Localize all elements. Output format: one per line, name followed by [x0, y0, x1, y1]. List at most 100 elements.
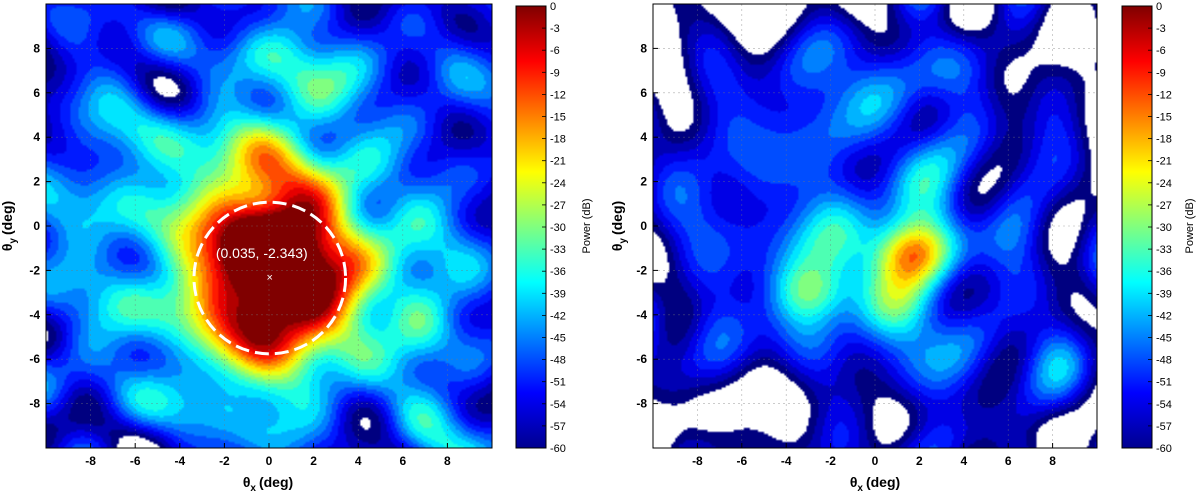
right-xtick-label: -6	[736, 454, 747, 468]
left-colorbar-tick-label: -3	[550, 23, 560, 35]
left-colorbar-tick-label: -60	[550, 443, 566, 455]
left-ylabel: θy(deg)	[0, 201, 19, 251]
right-ytick-label: 6	[640, 86, 647, 100]
right-xtick-label: 4	[960, 454, 967, 468]
left-ytick-label: 6	[33, 86, 40, 100]
right-colorbar-tick-label: -30	[1156, 222, 1172, 234]
left-xtick-label: -8	[85, 454, 96, 468]
right-ytick-label: 2	[640, 175, 647, 189]
right-ytick-label: -4	[636, 308, 647, 322]
right-colorbar-tick-label: -45	[1156, 333, 1172, 345]
left-panel: -8 -6 -4 -2 0 2 4 6 8 -8 -6 -4 -2 0 2 4 6 8 × (0.035, -2.…	[0, 1, 593, 494]
left-colorbar-tick-label: -57	[550, 421, 566, 433]
right-colorbar: 0 -3 -6 -9 -12 -15 -18 -21 -24 -27 -30 -33 -36 -39 -42…	[1121, 1, 1196, 455]
right-plot-frame	[652, 3, 1098, 449]
right-colorbar-tick-label: -54	[1156, 399, 1172, 411]
left-colorbar-ticks: 0 -3 -6 -9 -12 -15 -18 -21 -24 -27 -30 -33 -36 -39 -42…	[542, 1, 566, 455]
left-colorbar-tick-label: -54	[550, 399, 566, 411]
right-grid	[653, 4, 1097, 448]
left-colorbar-tick-label: -15	[550, 112, 566, 124]
left-colorbar-tick-label: -33	[550, 244, 566, 256]
left-colorbar-tick-label: -18	[550, 134, 566, 146]
right-colorbar-tick-label: -21	[1156, 156, 1172, 168]
left-ytick-label: -6	[29, 352, 40, 366]
left-colorbar-tick-label: -45	[550, 333, 566, 345]
right-colorbar-tick-label: -9	[1156, 67, 1166, 79]
right-xtick-label: 6	[1005, 454, 1012, 468]
right-colorbar-tick-label: -15	[1156, 112, 1172, 124]
left-colorbar-tick-label: -27	[550, 200, 566, 212]
right-colorbar-tick-label: 0	[1156, 1, 1162, 13]
left-xtick-label: -2	[219, 454, 230, 468]
left-ytick-label: 8	[33, 41, 40, 55]
peak-label: (0.035, -2.343)	[216, 245, 308, 261]
left-colorbar-tick-label: -12	[550, 89, 566, 101]
right-ytick-label: -6	[636, 352, 647, 366]
right-axis-ticks: -8 -6 -4 -2 0 2 4 6 8 -8 -6 -4 -2 0 2 4 6 8	[636, 41, 1056, 468]
left-grid	[46, 4, 492, 448]
left-xtick-label: 6	[399, 454, 406, 468]
right-ytick-label: 4	[640, 130, 647, 144]
right-panel: -8 -6 -4 -2 0 2 4 6 8 -8 -6 -4 -2 0 2 4 6 8 θx (deg) θy(de…	[609, 1, 1196, 494]
right-xtick-label: -2	[825, 454, 836, 468]
right-colorbar-tick-label: -3	[1156, 23, 1166, 35]
left-colorbar-tick-label: -39	[550, 288, 566, 300]
right-colorbar-label: Power (dB)	[1184, 198, 1196, 253]
right-colorbar-tick-label: -18	[1156, 134, 1172, 146]
right-colorbar-tick-label: -27	[1156, 200, 1172, 212]
left-colorbar-tick-label: -9	[550, 67, 560, 79]
left-colorbar-tick-label: -42	[550, 310, 566, 322]
right-colorbar-tick-label: -6	[1156, 45, 1166, 57]
left-colorbar-tick-label: -24	[550, 178, 566, 190]
right-colorbar-tick-label: -12	[1156, 89, 1172, 101]
right-xtick-label: 0	[872, 454, 879, 468]
left-plot-frame	[45, 3, 493, 449]
beam-circle	[192, 200, 348, 356]
right-colorbar-tick-label: -36	[1156, 266, 1172, 278]
left-xlabel: θx (deg)	[243, 474, 293, 494]
left-ytick-label: -2	[29, 263, 40, 277]
left-colorbar-tick-label: -51	[550, 377, 566, 389]
left-ytick-label: 2	[33, 175, 40, 189]
left-colorbar: 0 -3 -6 -9 -12 -15 -18 -21 -24 -27 -30 -33 -36 -39 -42…	[515, 1, 593, 455]
right-ytick-label: -8	[636, 397, 647, 411]
right-colorbar-tick-label: -42	[1156, 310, 1172, 322]
left-xtick-label: -6	[130, 454, 141, 468]
left-colorbar-label: Power (dB)	[581, 198, 593, 253]
left-xtick-label: 2	[310, 454, 317, 468]
left-colorbar-tick-label: -6	[550, 45, 560, 57]
left-xtick-label: 8	[444, 454, 451, 468]
right-colorbar-tick-label: -48	[1156, 355, 1172, 367]
left-ytick-label: -4	[29, 308, 40, 322]
left-colorbar-tick-label: -48	[550, 355, 566, 367]
right-ylabel: θy(deg)	[609, 201, 629, 251]
right-ytick-label: -2	[636, 263, 647, 277]
left-colorbar-tick-label: -36	[550, 266, 566, 278]
right-xtick-label: -8	[692, 454, 703, 468]
left-colorbar-tick-label: 0	[550, 1, 556, 13]
left-xtick-label: -4	[174, 454, 185, 468]
right-xlabel: θx (deg)	[850, 474, 900, 494]
left-ytick-label: -8	[29, 397, 40, 411]
right-colorbar-ticks: 0 -3 -6 -9 -12 -15 -18 -21 -24 -27 -30 -33 -36 -39 -42…	[1148, 1, 1172, 455]
right-colorbar-tick-label: -33	[1156, 244, 1172, 256]
right-colorbar-tick-label: -60	[1156, 443, 1172, 455]
peak-marker: ×	[267, 272, 273, 284]
right-colorbar-tick-label: -24	[1156, 178, 1172, 190]
right-colorbar-tick-label: -57	[1156, 421, 1172, 433]
left-xtick-label: 4	[355, 454, 362, 468]
right-colorbar-tick-label: -39	[1156, 288, 1172, 300]
left-xtick-label: 0	[266, 454, 273, 468]
right-ytick-label: 8	[640, 41, 647, 55]
right-xtick-label: -4	[781, 454, 792, 468]
right-xtick-label: 8	[1049, 454, 1056, 468]
right-ytick-label: 0	[640, 219, 647, 233]
left-axis-ticks: -8 -6 -4 -2 0 2 4 6 8 -8 -6 -4 -2 0 2 4 6 8	[29, 41, 451, 468]
left-colorbar-gradient	[515, 5, 547, 449]
left-colorbar-tick-label: -21	[550, 156, 566, 168]
right-colorbar-gradient	[1121, 5, 1153, 449]
right-colorbar-tick-label: -51	[1156, 377, 1172, 389]
left-colorbar-tick-label: -30	[550, 222, 566, 234]
right-xtick-label: 2	[916, 454, 923, 468]
